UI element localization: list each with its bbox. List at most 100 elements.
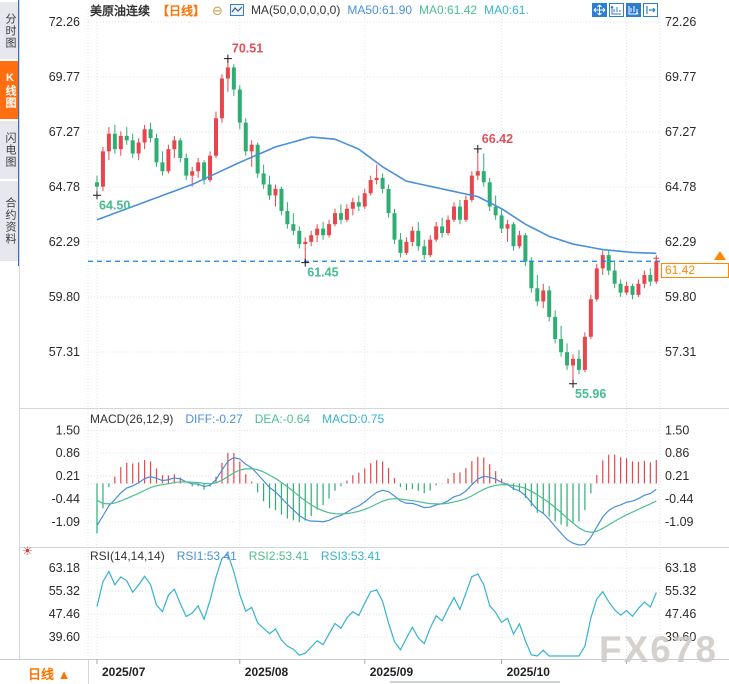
fit-width-icon[interactable] <box>609 3 624 17</box>
candle-body <box>106 133 111 152</box>
candle-body <box>452 206 456 220</box>
candle-body <box>130 140 135 154</box>
price-marker-cross <box>569 379 577 388</box>
x-axis-date-label: 2025/08 <box>244 665 289 679</box>
y-axis-label: 63.18 <box>49 561 80 575</box>
sidebar-tab-flash-chart[interactable]: 闪电图 <box>0 121 19 179</box>
candle-body <box>95 182 99 187</box>
candle-body <box>428 239 433 256</box>
rsi-header: RSI(14,14,14) RSI1:53.41 RSI2:53.41 RSI3… <box>90 549 381 563</box>
macd-header: MACD(26,12,9) DIFF:-0.27 DEA:-0.64 MACD:… <box>90 412 384 426</box>
candle-body <box>404 241 409 253</box>
candle-body <box>350 202 355 209</box>
candle-body <box>529 261 534 289</box>
y-axis-label: 1.50 <box>56 423 80 437</box>
rsi3-value: RSI3:53.41 <box>320 549 381 563</box>
fit-scale-icon[interactable] <box>626 3 641 17</box>
price-marker-label: 66.42 <box>482 132 513 146</box>
candle-body <box>517 235 522 247</box>
candle-body <box>356 202 361 207</box>
candle-body <box>446 219 451 234</box>
chart-toolbar <box>592 3 658 17</box>
candle-body <box>469 175 474 200</box>
x-axis-date-label: 2025/10 <box>506 665 550 679</box>
candle-body <box>642 274 647 284</box>
candle-body <box>654 261 659 282</box>
period-tag[interactable]: 【日线】 <box>157 3 206 18</box>
candle-body <box>261 173 266 185</box>
candle-body <box>422 246 427 256</box>
jump-latest-icon[interactable] <box>643 3 658 17</box>
y-axis-label: 0.21 <box>665 469 689 483</box>
y-axis-label: 64.78 <box>49 180 80 194</box>
y-axis-label: 69.77 <box>665 70 696 84</box>
candle-body <box>475 171 480 176</box>
candle-body <box>398 239 403 253</box>
candle-body <box>112 133 117 150</box>
scrollbar-thumb[interactable] <box>390 681 560 683</box>
ma0-value-2: MA0:61. <box>484 3 529 17</box>
candle-body <box>523 235 528 262</box>
last-price-marker <box>653 255 660 262</box>
candle-body <box>374 177 379 181</box>
candle-body <box>636 283 641 295</box>
candle-body <box>100 151 105 187</box>
candle-body <box>196 162 201 172</box>
candle-body <box>344 208 349 220</box>
candle-body <box>160 162 165 172</box>
candle-body <box>606 255 611 271</box>
rsi-title: RSI(14,14,14) <box>90 549 165 563</box>
rsi-line <box>96 553 657 657</box>
symbol-name: 美原油连续 <box>90 3 151 18</box>
candle-body <box>582 336 587 370</box>
candle-body <box>190 171 195 176</box>
sidebar-tab-time-chart[interactable]: 分时图 <box>0 2 19 59</box>
candle-body <box>333 213 337 225</box>
candle-body <box>255 144 260 174</box>
candle-body <box>541 290 546 302</box>
macd-dea-line <box>96 468 657 534</box>
macd-diff-value: DIFF:-0.27 <box>185 412 243 426</box>
candle-body <box>124 135 129 141</box>
sidebar-tab-kline-chart[interactable]: K线图 <box>0 61 19 119</box>
y-axis-label: -0.44 <box>52 492 81 506</box>
candle-body <box>368 180 373 194</box>
indicator-settings-icon[interactable]: ☀ <box>22 544 33 558</box>
y-axis-label: 62.29 <box>665 235 696 249</box>
x-axis-date-label: 2025/07 <box>102 665 146 679</box>
price-marker-cross <box>301 258 310 267</box>
y-axis-label: -1.09 <box>665 515 694 529</box>
indicator-chart-icon[interactable] <box>229 4 244 16</box>
candle-body <box>267 184 272 196</box>
period-selector[interactable]: 日线 ▲ <box>28 664 71 683</box>
candle-body <box>237 89 242 123</box>
move-icon[interactable] <box>592 3 607 17</box>
price-marker-label: 55.96 <box>575 387 606 401</box>
candle-body <box>648 274 653 282</box>
candle-body <box>243 122 248 152</box>
candle-body <box>154 138 159 163</box>
candle-body <box>481 171 486 183</box>
period-selector-label: 日线 <box>28 667 55 682</box>
candle-body <box>392 213 397 240</box>
collapse-icon[interactable]: ⊖ <box>212 2 223 18</box>
candle-body <box>618 283 623 293</box>
candle-body <box>487 182 492 207</box>
candle-body <box>285 210 290 225</box>
sidebar-tab-contract-info[interactable]: 合约资料 <box>0 181 19 261</box>
price-marker-cross <box>473 144 482 153</box>
candle-body <box>571 358 575 366</box>
y-axis-label: 39.60 <box>49 630 80 644</box>
candle-body <box>172 140 177 150</box>
macd-dea-value: DEA:-0.64 <box>254 412 311 426</box>
candle-body <box>612 270 617 284</box>
price-marker-label: 70.51 <box>232 42 263 56</box>
candle-body <box>440 226 445 234</box>
candle-body <box>148 129 153 139</box>
price-up-arrow-icon <box>714 251 726 260</box>
candle-body <box>565 352 570 366</box>
candle-body <box>553 316 558 339</box>
candle-body <box>184 157 189 176</box>
y-axis-label: 72.26 <box>665 15 696 29</box>
